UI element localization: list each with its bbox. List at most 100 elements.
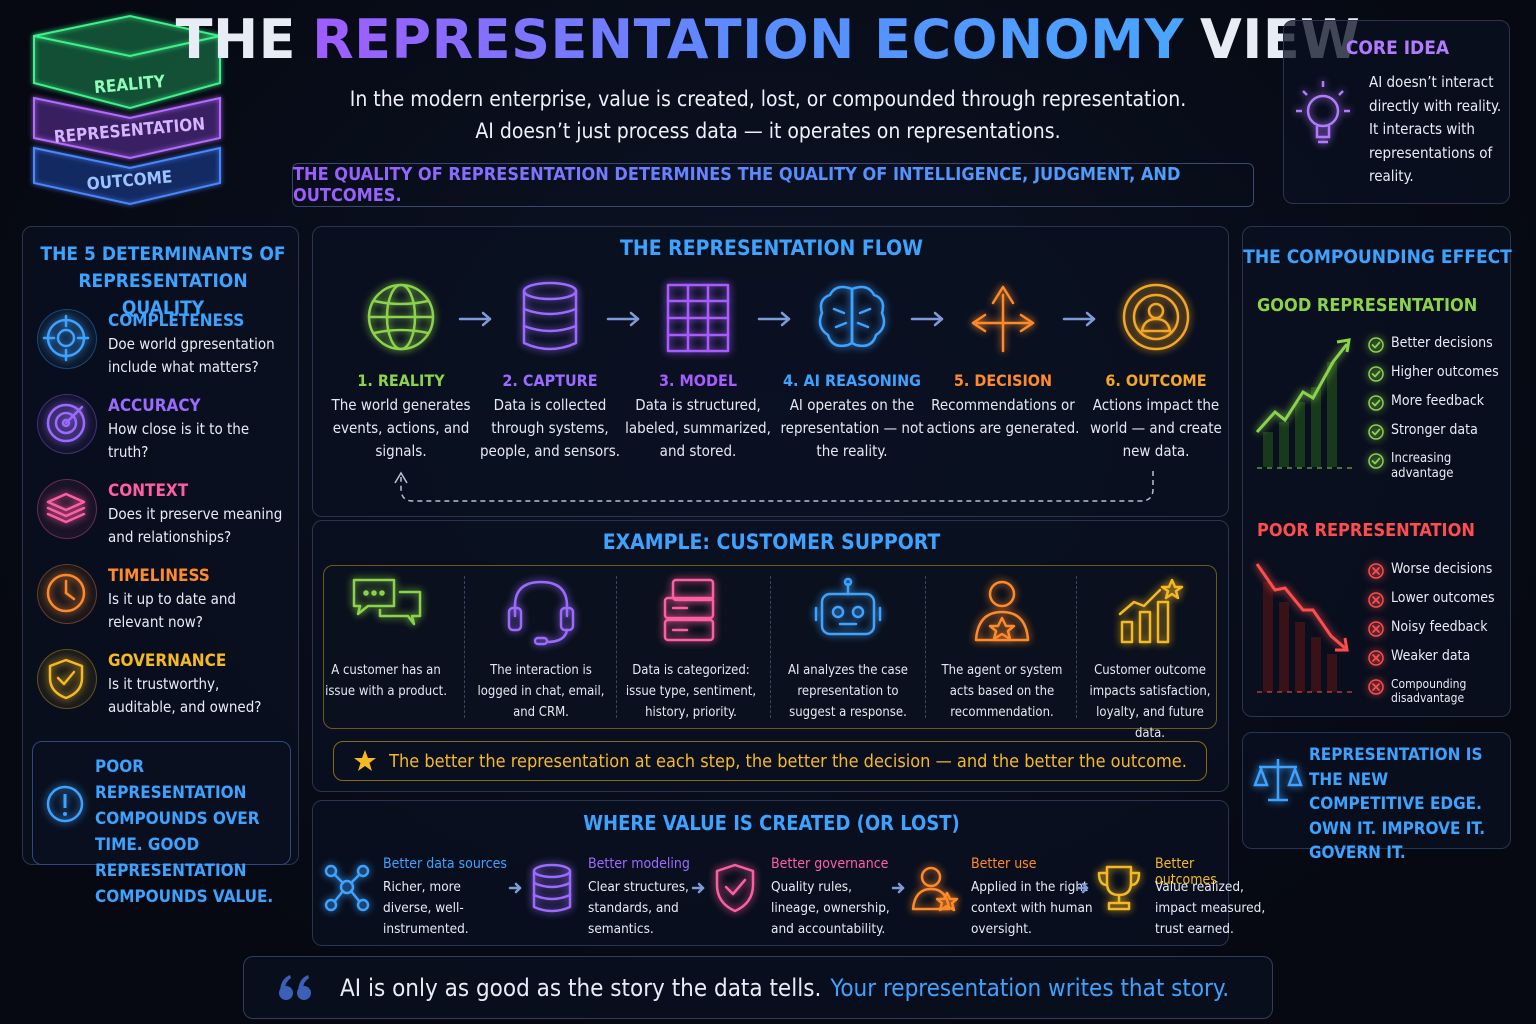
core-idea-text: AI doesn’t interact directly with realit…	[1369, 73, 1502, 185]
determinant-icon	[46, 573, 86, 613]
value-text: Value realized, impact measured, trust e…	[1155, 879, 1266, 937]
determinant-name: ACCURACY	[108, 396, 201, 416]
compounding-title: THE COMPOUNDING EFFECT	[1243, 246, 1512, 268]
example-step-text: Customer outcome impacts satisfaction, l…	[1089, 663, 1211, 741]
example-step-icon	[814, 577, 882, 636]
value-name: Better use	[971, 856, 1037, 872]
example-step-text: The agent or system acts based on the re…	[941, 663, 1063, 720]
poor-item: Worse decisions	[1391, 561, 1493, 577]
check-icon	[1368, 366, 1384, 382]
scale-icon	[1253, 759, 1303, 802]
value-text: Clear structures, standards, and semanti…	[588, 879, 689, 937]
callout-box: POOR REPRESENTATION COMPOUNDS OVER TIME.…	[32, 741, 291, 907]
value-icon	[532, 863, 572, 913]
flow-arrow	[757, 311, 791, 327]
determinant-icon	[46, 403, 86, 443]
poor-item: Weaker data	[1391, 648, 1471, 664]
flow-step-text: Data is structured, labeled, summarized,…	[625, 396, 771, 460]
compounding-panel: THE COMPOUNDING EFFECT GOOD REPRESENTATI…	[1242, 226, 1512, 717]
determinant-text: Is it up to date and relevant now?	[108, 590, 236, 631]
flow-step-label: 3. MODEL	[658, 371, 737, 390]
example-step-text: AI analyzes the case representation to s…	[787, 663, 908, 720]
value-arrow	[891, 882, 905, 894]
poor-trend-graphic	[1255, 563, 1353, 693]
core-idea-title: CORE IDEA	[1345, 37, 1450, 59]
example-note-box: The better the representation at each st…	[333, 741, 1207, 781]
flow-title: THE REPRESENTATION FLOW	[620, 236, 923, 260]
edge-text: REPRESENTATION IS THE NEW COMPETITIVE ED…	[1309, 745, 1486, 863]
feedback-loop	[394, 471, 1154, 502]
determinant-icon-ring	[37, 564, 97, 624]
cube-graphic: REALITY REPRESENTATION OUTCOME	[33, 14, 221, 206]
example-separator	[925, 576, 926, 718]
determinants-title: THE 5 DETERMINANTS OF REPRESENTATION QUA…	[40, 243, 286, 319]
determinant-icon	[48, 658, 84, 700]
value-name: Better data sources	[383, 856, 507, 872]
flow-step-label: 2. CAPTURE	[502, 371, 598, 390]
value-icon	[715, 863, 755, 913]
flow-step-icon	[666, 283, 730, 353]
flow-step-text: Data is collected through systems, peopl…	[479, 396, 621, 460]
banner-text: THE QUALITY OF REPRESENTATION DETERMINES…	[293, 164, 1253, 206]
check-icon	[1368, 337, 1384, 353]
flow-arrow	[458, 311, 491, 327]
example-step-text: The interaction is logged in chat, email…	[477, 663, 605, 720]
flow-step-icon	[522, 281, 578, 351]
star-icon	[354, 750, 377, 771]
good-item: Higher outcomes	[1391, 364, 1499, 380]
value-name: Better governance	[771, 856, 889, 872]
example-step-icon	[974, 580, 1030, 642]
determinant-text: How close is it to the truth?	[108, 420, 250, 461]
cross-icon	[1368, 592, 1384, 608]
poor-item: Noisy feedback	[1391, 619, 1488, 635]
subtitle: AI doesn’t just process data — it operat…	[475, 119, 1061, 143]
determinant-name: GOVERNANCE	[108, 651, 227, 671]
check-icon	[1368, 453, 1384, 469]
subtitle: In the modern enterprise, value is creat…	[349, 87, 1187, 111]
example-separator	[463, 576, 465, 718]
poor-title: POOR REPRESENTATION	[1257, 520, 1475, 541]
determinant-name: CONTEXT	[108, 481, 189, 501]
determinant-icon	[46, 492, 86, 524]
determinant-icon-ring	[37, 309, 97, 369]
banner: THE QUALITY OF REPRESENTATION DETERMINES…	[292, 163, 1254, 207]
flow-step-icon	[367, 283, 435, 351]
cross-icon	[1368, 563, 1384, 579]
value-panel: WHERE VALUE IS CREATED (OR LOST) Better …	[312, 800, 1265, 946]
determinants-panel: THE 5 DETERMINANTS OF REPRESENTATION QUA…	[22, 226, 299, 907]
check-icon	[1368, 395, 1384, 411]
good-item: More feedback	[1391, 393, 1485, 409]
value-icon	[911, 866, 959, 912]
example-step-icon	[352, 578, 422, 626]
callout-text: POOR REPRESENTATION COMPOUNDS OVER TIME.…	[95, 757, 274, 907]
good-item: Increasing advantage	[1391, 451, 1454, 481]
flow-step-label: 5. DECISION	[953, 371, 1053, 390]
flow-step-label: 4. AI REASONING	[783, 371, 921, 390]
flow-step-text: AI operates on the representation — not …	[780, 396, 924, 460]
core-idea-panel: CORE IDEA AI doesn’t interact directly w…	[1283, 20, 1510, 204]
bulb-icon	[1296, 81, 1350, 144]
example-separator	[1076, 576, 1077, 718]
example-step-icon	[1118, 578, 1184, 644]
quote-highlight: Your representation writes that story.	[830, 973, 1230, 1002]
example-steps-box: A customer has an issue with a product. T…	[323, 565, 1217, 741]
value-arrow	[508, 882, 522, 894]
poor-item: Compounding disadvantage	[1391, 677, 1467, 705]
check-icon	[1368, 424, 1384, 440]
example-separator	[769, 576, 771, 718]
flow-arrow	[1062, 311, 1095, 327]
edge-panel: REPRESENTATION IS THE NEW COMPETITIVE ED…	[1242, 732, 1511, 863]
value-icon	[1097, 865, 1141, 911]
good-item: Stronger data	[1391, 422, 1478, 438]
example-step-text: A customer has an issue with a product.	[325, 663, 447, 699]
title-part: THE	[175, 8, 297, 71]
example-separator	[616, 576, 617, 718]
flow-arrow	[910, 311, 943, 327]
flow-step-label: 1. REALITY	[357, 371, 445, 390]
flow-step-icon	[818, 285, 886, 348]
value-text: Richer, more diverse, well-instrumented.	[383, 879, 469, 937]
value-text: Quality rules, lineage, ownership, and a…	[771, 879, 890, 937]
determinant-icon-ring	[37, 479, 97, 539]
poor-item: Lower outcomes	[1391, 590, 1495, 606]
